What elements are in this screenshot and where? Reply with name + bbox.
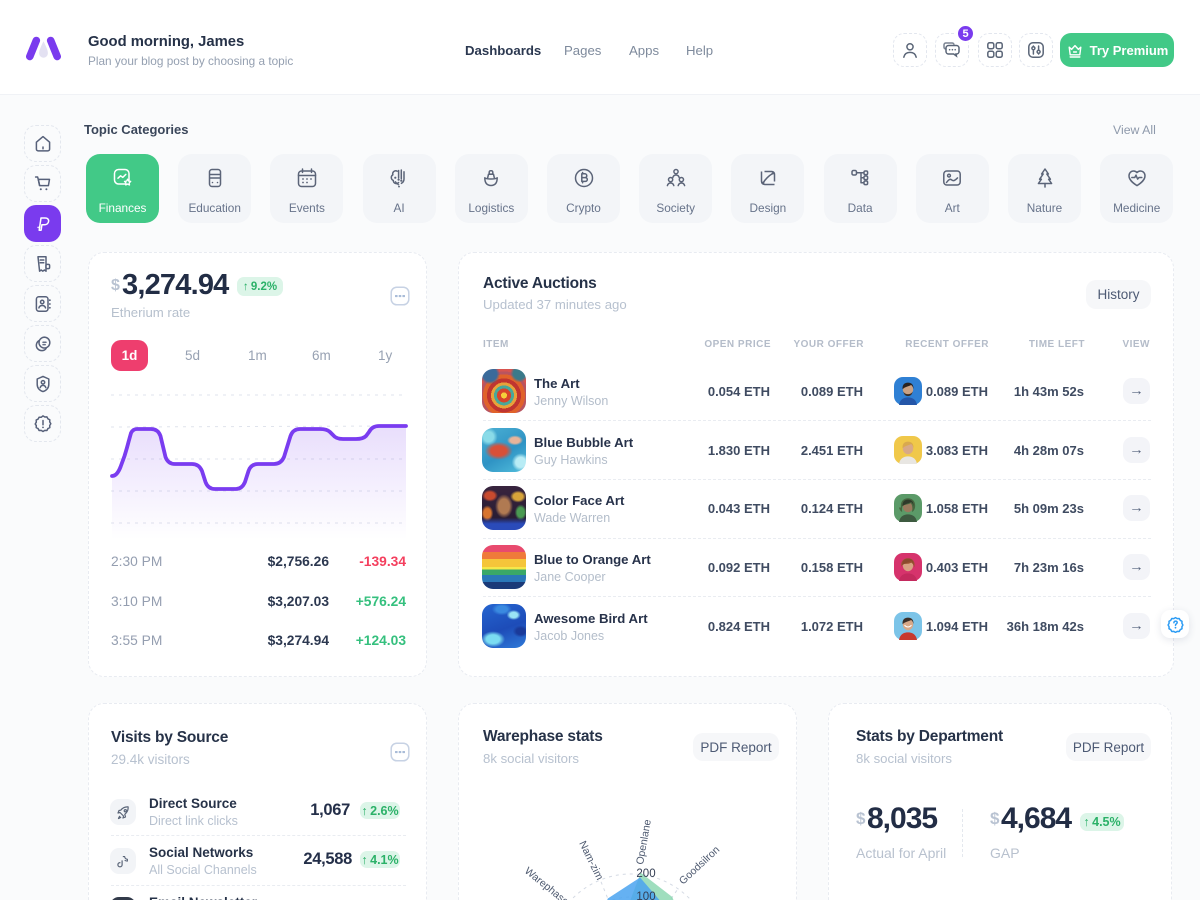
svg-text:200: 200 — [636, 868, 655, 880]
svg-text:Warephase: Warephase — [522, 865, 571, 900]
svg-text:Goodsilron: Goodsilron — [677, 844, 722, 888]
svg-text:100: 100 — [636, 891, 655, 900]
svg-text:Openlane: Openlane — [634, 818, 654, 865]
svg-text:Nam-zim: Nam-zim — [576, 839, 605, 882]
